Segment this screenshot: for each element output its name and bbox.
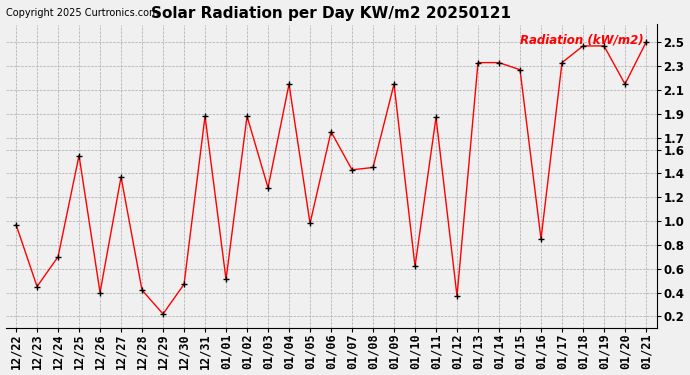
Title: Solar Radiation per Day KW/m2 20250121: Solar Radiation per Day KW/m2 20250121 [151,6,511,21]
Text: Radiation (kW/m2): Radiation (kW/m2) [520,34,644,46]
Text: Copyright 2025 Curtronics.com: Copyright 2025 Curtronics.com [6,8,158,18]
